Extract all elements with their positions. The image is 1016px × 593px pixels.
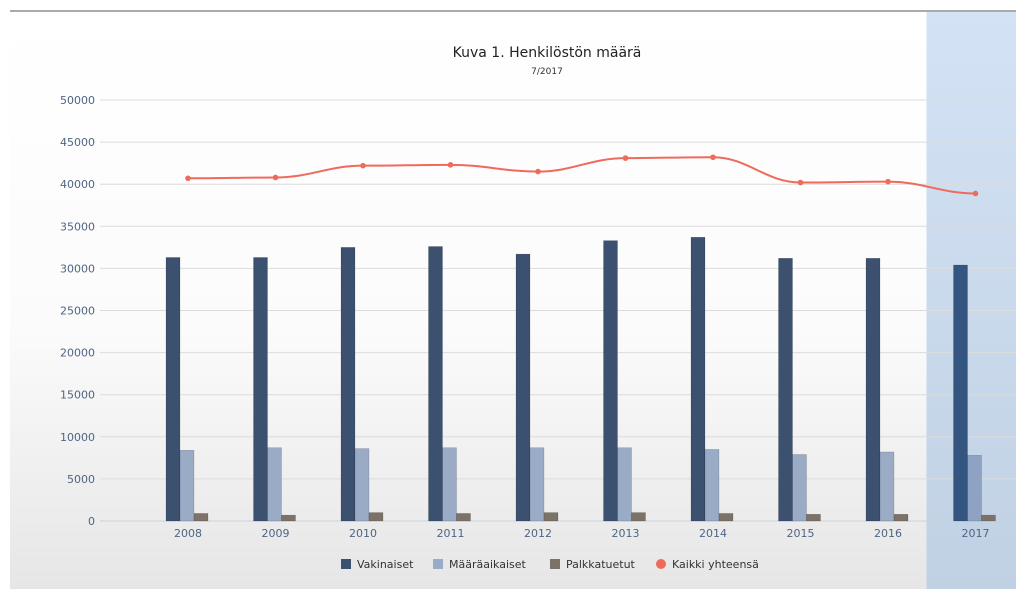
legend-label: Palkkatuetut [566,558,636,571]
bar-palkkatuetut-2014[interactable] [719,513,733,521]
x-tick-label: 2010 [349,527,377,540]
legend-swatch [341,559,351,569]
bar-m-r-aikaiset-2014[interactable] [705,449,719,521]
total-point-2016[interactable] [885,179,891,185]
y-tick-label: 20000 [60,347,95,360]
total-point-2008[interactable] [185,176,191,182]
total-point-2013[interactable] [623,155,629,161]
legend-label: Vakinaiset [357,558,414,571]
plot-background [10,12,1016,589]
legend-swatch [656,559,666,569]
y-tick-label: 15000 [60,389,95,402]
y-tick-label: 45000 [60,136,95,149]
bar-vakinaiset-2014[interactable] [691,237,705,521]
total-point-2010[interactable] [360,163,366,169]
x-tick-label: 2017 [962,527,990,540]
bar-vakinaiset-2015[interactable] [779,258,793,521]
bar-palkkatuetut-2017[interactable] [982,515,996,521]
y-tick-label: 50000 [60,94,95,107]
x-tick-label: 2013 [612,527,640,540]
bar-m-r-aikaiset-2008[interactable] [180,450,194,521]
x-tick-label: 2014 [699,527,727,540]
bar-vakinaiset-2011[interactable] [429,247,443,521]
bar-palkkatuetut-2009[interactable] [282,515,296,521]
bar-vakinaiset-2012[interactable] [516,254,530,521]
x-tick-label: 2016 [874,527,902,540]
y-tick-label: 35000 [60,220,95,233]
chart-title: Kuva 1. Henkilöstön määrä [453,45,642,61]
x-tick-label: 2008 [174,527,202,540]
bar-vakinaiset-2016[interactable] [866,258,880,521]
bar-m-r-aikaiset-2013[interactable] [618,448,632,521]
bar-palkkatuetut-2016[interactable] [894,514,908,521]
bar-m-r-aikaiset-2017[interactable] [968,455,982,521]
bar-palkkatuetut-2012[interactable] [544,513,558,521]
bar-vakinaiset-2013[interactable] [604,241,618,521]
total-point-2011[interactable] [448,162,454,168]
legend-swatch [433,559,443,569]
bar-m-r-aikaiset-2010[interactable] [355,449,369,521]
y-tick-label: 5000 [67,473,95,486]
y-tick-label: 25000 [60,305,95,318]
x-tick-label: 2012 [524,527,552,540]
bar-vakinaiset-2009[interactable] [254,257,268,521]
y-tick-label: 30000 [60,262,95,275]
y-tick-label: 40000 [60,178,95,191]
legend-item-kaikki-yhteens-[interactable]: Kaikki yhteensä [656,558,759,571]
x-tick-label: 2015 [787,527,815,540]
chart-subtitle: 7/2017 [531,67,563,77]
y-tick-label: 10000 [60,431,95,444]
bar-vakinaiset-2008[interactable] [166,257,180,521]
bar-palkkatuetut-2008[interactable] [194,513,208,521]
legend-label: Kaikki yhteensä [672,558,759,571]
bar-vakinaiset-2017[interactable] [954,265,968,521]
legend-label: Määräaikaiset [449,558,527,571]
bar-m-r-aikaiset-2009[interactable] [268,448,282,521]
total-point-2012[interactable] [535,169,541,175]
bar-m-r-aikaiset-2015[interactable] [793,454,807,521]
total-point-2015[interactable] [798,180,804,186]
bar-vakinaiset-2010[interactable] [341,247,355,521]
legend-swatch [550,559,560,569]
bar-m-r-aikaiset-2011[interactable] [443,448,457,521]
total-point-2014[interactable] [710,154,716,160]
y-tick-label: 0 [88,515,95,528]
total-point-2017[interactable] [973,191,979,197]
bar-palkkatuetut-2013[interactable] [632,513,646,521]
bar-m-r-aikaiset-2016[interactable] [880,452,894,521]
total-point-2009[interactable] [273,175,279,181]
bar-palkkatuetut-2011[interactable] [457,513,471,521]
x-tick-label: 2009 [262,527,290,540]
bar-palkkatuetut-2015[interactable] [807,514,821,521]
bar-m-r-aikaiset-2012[interactable] [530,448,544,521]
bar-palkkatuetut-2010[interactable] [369,513,383,521]
x-tick-label: 2011 [437,527,465,540]
